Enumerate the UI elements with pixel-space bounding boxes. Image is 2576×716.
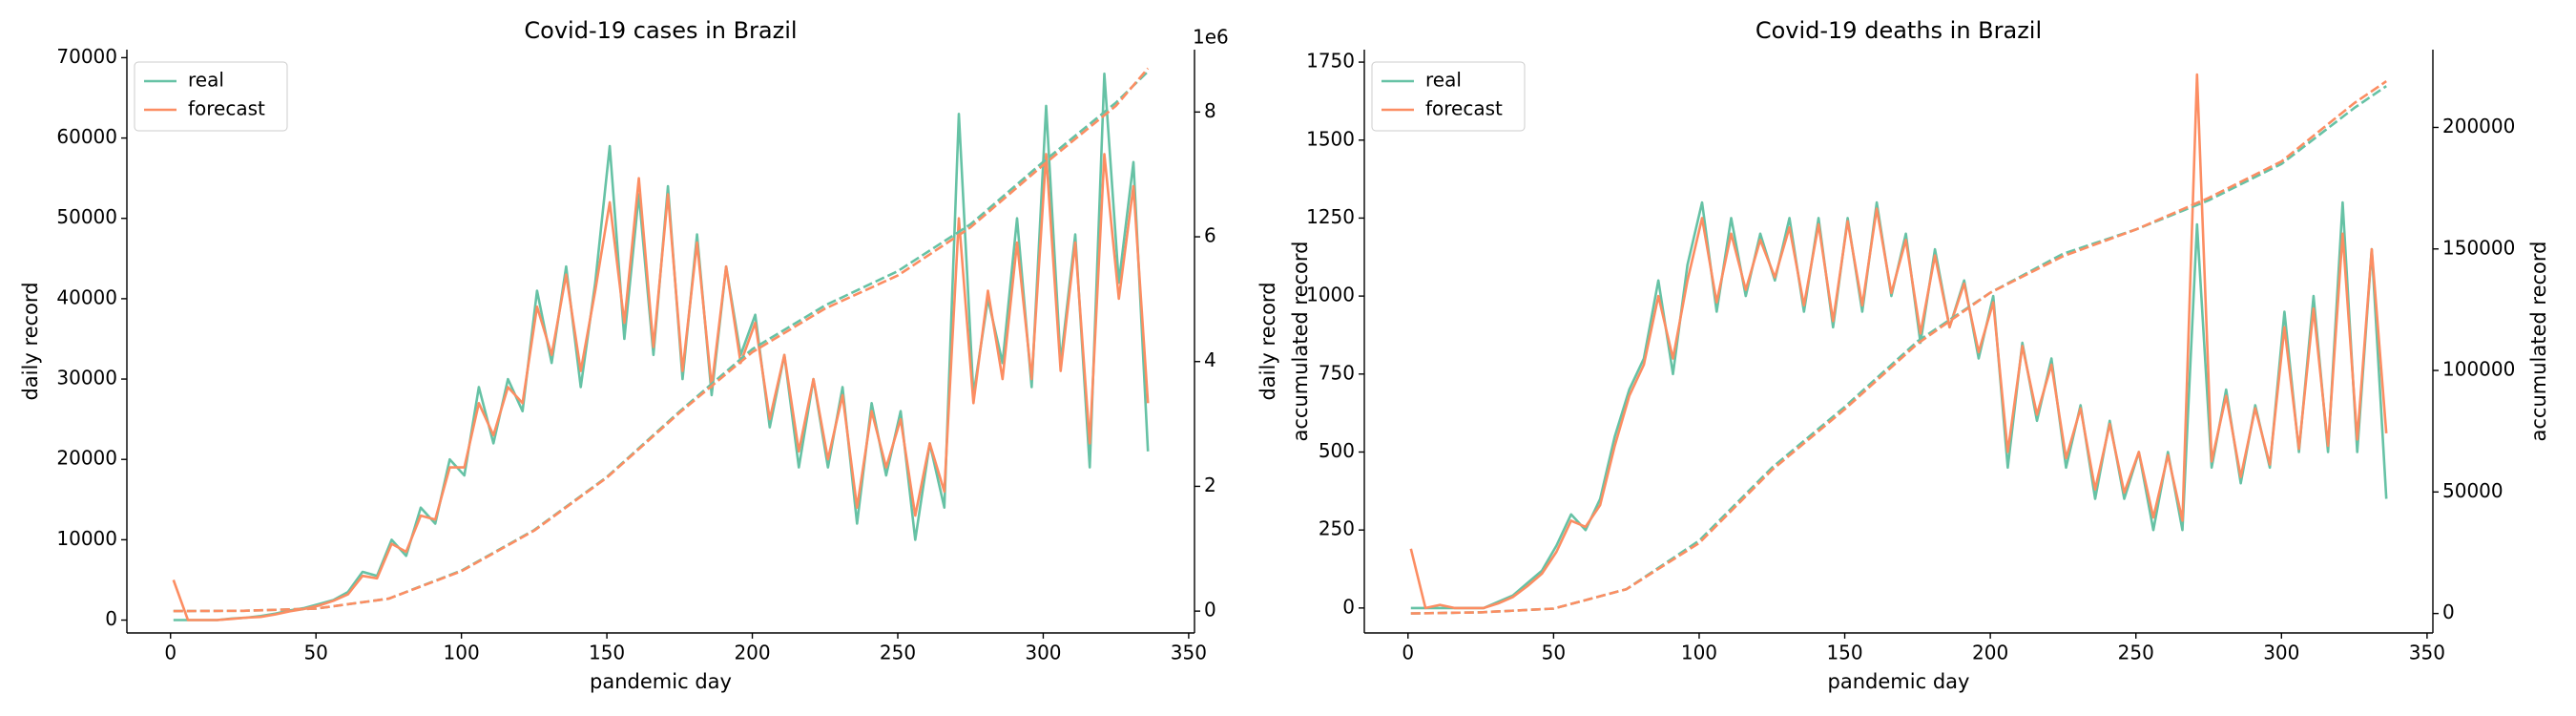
axes: Covid-19 deaths in Brazil 0 50 100 150 200 250… (1257, 17, 2550, 693)
x-tick-label: 50 (1542, 642, 1566, 664)
x-axis-label: pandemic day (590, 670, 732, 693)
x-tick-label: 200 (1972, 642, 2008, 664)
y-tick-label: 70000 (56, 45, 117, 68)
accumulated-line (1410, 85, 2387, 615)
y2-tick-label: 50000 (2442, 479, 2503, 502)
legend-label: real (1425, 69, 1462, 92)
y2-offset-label: 1e6 (1193, 26, 1229, 49)
y2-axis-label: accumulated record (2527, 242, 2550, 442)
y2-tick-label: 0 (2442, 600, 2455, 623)
legend-box (1371, 61, 1526, 132)
y-tick-label: 1000 (1306, 284, 1355, 306)
x-tick-label: 350 (1171, 642, 1207, 664)
daily-line (173, 72, 1150, 621)
x-tick-label: 300 (1025, 642, 1061, 664)
y-tick-label: 1500 (1306, 127, 1355, 150)
y-tick-label: 250 (1319, 517, 1355, 540)
chart-title: Covid-19 deaths in Brazil (1755, 17, 2042, 44)
legend-label: forecast (1425, 97, 1503, 120)
y-tick-label: 20000 (56, 447, 117, 470)
y-axis-label: daily record (19, 282, 42, 400)
y2-tick-label: 8 (1204, 99, 1216, 122)
x-tick-label: 0 (1402, 642, 1414, 664)
y-tick-label: 50000 (56, 205, 117, 228)
daily-line (1409, 73, 2388, 610)
x-tick-label: 200 (734, 642, 770, 664)
x-axis-label: pandemic day (1828, 670, 1970, 693)
x-tick-label: 100 (444, 642, 480, 664)
legend: real forecast (1371, 61, 1526, 132)
y2-tick-label: 4 (1204, 348, 1216, 371)
y-tick-label: 0 (1342, 595, 1355, 618)
x-tick-label: 50 (303, 642, 327, 664)
y2-tick-label: 150000 (2442, 236, 2515, 259)
legend: real forecast (134, 61, 288, 132)
y-tick-label: 750 (1319, 361, 1355, 384)
x-tick-label: 100 (1681, 642, 1717, 664)
x-tick-label: 300 (2263, 642, 2299, 664)
y-tick-label: 1250 (1306, 205, 1355, 228)
daily-line (172, 153, 1150, 621)
accumulated-line (173, 70, 1150, 613)
legend-label: forecast (188, 97, 265, 120)
x-tick-label: 350 (2409, 642, 2445, 664)
x-tick-label: 250 (2118, 642, 2154, 664)
y2-tick-label: 200000 (2442, 115, 2515, 137)
x-tick-label: 150 (1826, 642, 1862, 664)
y-tick-label: 10000 (56, 527, 117, 550)
y2-tick-label: 100000 (2442, 358, 2515, 381)
x-tick-label: 250 (880, 642, 916, 664)
y-tick-label: 30000 (56, 367, 117, 390)
accumulated-line (173, 67, 1150, 613)
y2-tick-label: 0 (1204, 599, 1216, 621)
accumulated-line (1410, 80, 2387, 615)
x-tick-label: 150 (589, 642, 625, 664)
y-tick-label: 1750 (1306, 50, 1355, 73)
y-tick-label: 500 (1319, 439, 1355, 462)
y2-tick-label: 6 (1204, 224, 1216, 247)
y2-axis-label: accumulated record (1289, 242, 1312, 442)
x-tick-label: 0 (164, 642, 177, 664)
legend-label: real (188, 69, 224, 92)
y-tick-label: 0 (105, 607, 117, 630)
y-tick-label: 60000 (56, 125, 117, 148)
legend-box (134, 61, 288, 132)
chart-title: Covid-19 cases in Brazil (524, 17, 797, 44)
y-axis-label: daily record (1257, 282, 1279, 400)
y2-tick-label: 2 (1204, 474, 1216, 496)
y-tick-label: 40000 (56, 285, 117, 308)
